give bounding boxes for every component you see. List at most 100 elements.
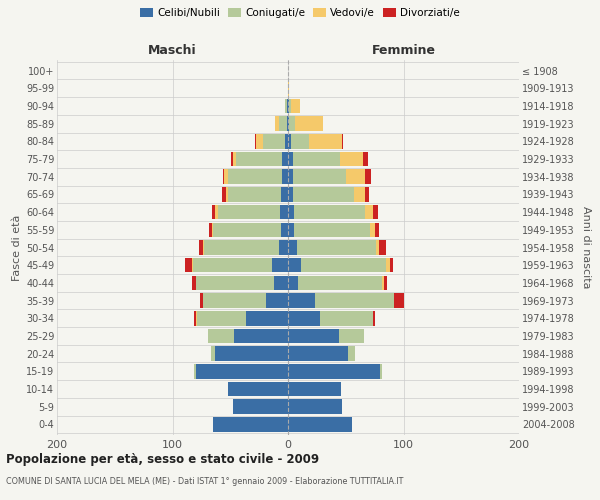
Bar — [376, 240, 379, 255]
Bar — [289, 116, 295, 131]
Bar — [288, 294, 314, 308]
Bar — [208, 328, 234, 343]
Bar — [209, 222, 212, 237]
Bar — [288, 205, 294, 220]
Bar — [293, 170, 346, 184]
Bar — [293, 152, 340, 166]
Bar — [348, 346, 355, 361]
Text: Maschi: Maschi — [148, 44, 197, 58]
Bar — [301, 258, 386, 272]
Bar — [339, 328, 364, 343]
Bar — [288, 152, 293, 166]
Bar — [373, 205, 378, 220]
Bar — [218, 205, 280, 220]
Bar — [256, 134, 263, 148]
Bar — [234, 328, 288, 343]
Bar — [292, 98, 299, 113]
Bar — [288, 382, 341, 396]
Bar — [213, 417, 288, 432]
Bar — [282, 152, 288, 166]
Bar — [288, 81, 289, 96]
Bar — [185, 258, 192, 272]
Bar — [294, 222, 370, 237]
Bar — [203, 240, 279, 255]
Bar — [223, 170, 224, 184]
Bar — [288, 134, 292, 148]
Bar — [288, 222, 294, 237]
Bar — [279, 240, 288, 255]
Bar — [298, 276, 382, 290]
Bar — [197, 311, 247, 326]
Bar — [287, 98, 288, 113]
Text: Femmine: Femmine — [371, 44, 436, 58]
Bar — [365, 205, 373, 220]
Bar — [287, 116, 288, 131]
Bar — [294, 205, 365, 220]
Bar — [196, 276, 274, 290]
Bar — [288, 98, 289, 113]
Bar — [288, 311, 320, 326]
Bar — [228, 382, 288, 396]
Bar — [263, 134, 284, 148]
Bar — [386, 258, 389, 272]
Bar — [346, 170, 365, 184]
Bar — [288, 417, 352, 432]
Bar — [288, 116, 289, 131]
Bar — [292, 134, 309, 148]
Bar — [212, 205, 215, 220]
Bar — [297, 240, 376, 255]
Text: Popolazione per età, sesso e stato civile - 2009: Popolazione per età, sesso e stato civil… — [6, 452, 319, 466]
Bar — [374, 222, 379, 237]
Bar — [196, 311, 197, 326]
Bar — [281, 187, 288, 202]
Bar — [274, 276, 288, 290]
Bar — [196, 364, 288, 378]
Bar — [279, 116, 287, 131]
Bar — [363, 152, 368, 166]
Bar — [314, 294, 394, 308]
Bar — [212, 222, 213, 237]
Bar — [203, 294, 266, 308]
Bar — [247, 311, 288, 326]
Bar — [340, 152, 363, 166]
Bar — [389, 258, 393, 272]
Y-axis label: Anni di nascita: Anni di nascita — [581, 206, 591, 289]
Bar — [288, 328, 339, 343]
Y-axis label: Fasce di età: Fasce di età — [11, 214, 22, 280]
Bar — [284, 98, 287, 113]
Bar — [215, 346, 288, 361]
Bar — [288, 364, 380, 378]
Bar — [365, 170, 371, 184]
Legend: Celibi/Nubili, Coniugati/e, Vedovi/e, Divorziati/e: Celibi/Nubili, Coniugati/e, Vedovi/e, Di… — [140, 8, 460, 18]
Bar — [226, 187, 228, 202]
Bar — [379, 240, 386, 255]
Bar — [382, 276, 384, 290]
Bar — [254, 134, 256, 148]
Bar — [380, 364, 382, 378]
Bar — [394, 294, 404, 308]
Bar — [288, 346, 348, 361]
Bar — [232, 152, 233, 166]
Bar — [224, 170, 228, 184]
Bar — [342, 134, 343, 148]
Bar — [281, 222, 288, 237]
Bar — [365, 187, 369, 202]
Bar — [288, 258, 301, 272]
Bar — [288, 276, 298, 290]
Text: COMUNE DI SANTA LUCIA DEL MELA (ME) - Dati ISTAT 1° gennaio 2009 - Elaborazione : COMUNE DI SANTA LUCIA DEL MELA (ME) - Da… — [6, 478, 403, 486]
Bar — [192, 276, 196, 290]
Bar — [289, 98, 292, 113]
Bar — [233, 400, 288, 414]
Bar — [200, 294, 203, 308]
Bar — [215, 205, 218, 220]
Bar — [373, 311, 374, 326]
Bar — [293, 187, 354, 202]
Bar — [320, 311, 373, 326]
Bar — [282, 170, 288, 184]
Bar — [211, 346, 215, 361]
Bar — [280, 205, 288, 220]
Bar — [266, 294, 288, 308]
Bar — [199, 240, 203, 255]
Bar — [370, 222, 374, 237]
Bar — [213, 222, 281, 237]
